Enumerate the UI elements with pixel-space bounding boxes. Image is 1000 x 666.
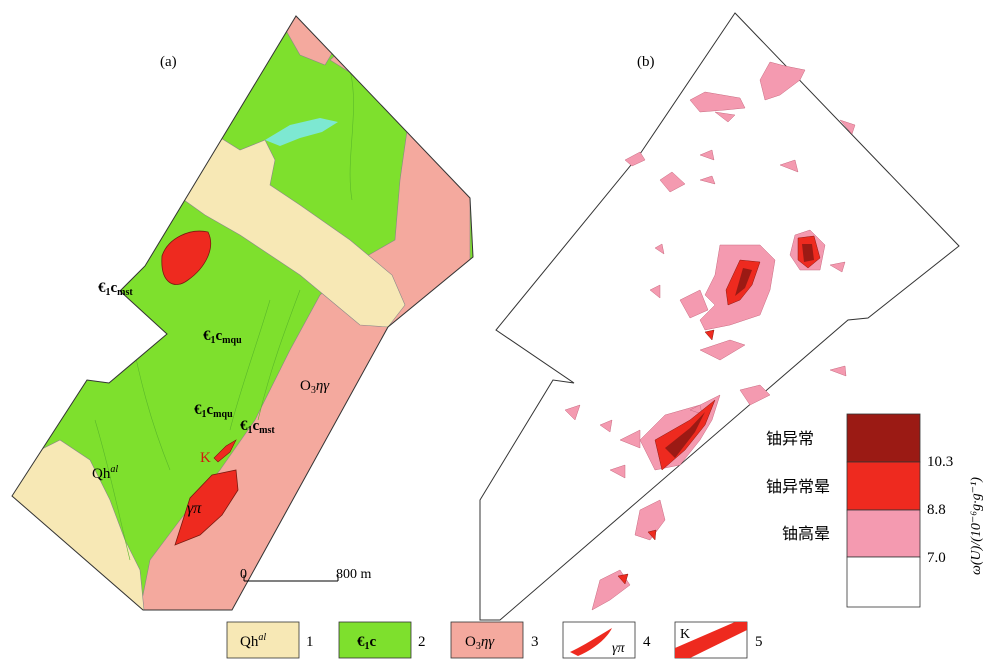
- threshold-8-8: 8.8: [927, 502, 946, 518]
- legend-num-5: 5: [755, 634, 763, 650]
- threshold-10-3: 10.3: [927, 454, 953, 470]
- legend-num-4: 4: [643, 634, 651, 650]
- unit-label-e1c-mst-upper: €1cmst: [98, 280, 133, 298]
- unit-label-e1c-mqu-lower: €1cmqu: [194, 402, 233, 420]
- granite-porphyry-south: [174, 469, 239, 546]
- unit-label-qh: Qhal: [92, 464, 118, 482]
- scale-end: 800 m: [336, 567, 372, 582]
- scale-class-label-anomaly: 铀异常: [766, 429, 814, 448]
- legend-symbol-1: Qhal: [240, 632, 266, 650]
- legend-num-2: 2: [418, 634, 426, 650]
- scale-axis-label: ω(U)/(10⁻⁶g·g⁻¹): [969, 477, 984, 575]
- threshold-7-0: 7.0: [927, 550, 946, 566]
- legend-swatch-2: [338, 621, 412, 659]
- legend-vein-shape-4: [570, 628, 612, 656]
- uranium-anomaly-core: [665, 244, 814, 458]
- legend-swatch-1: [226, 621, 300, 659]
- scale-class-background: [846, 556, 921, 608]
- legend-num-3: 3: [531, 634, 539, 650]
- uranium-scale-legend: 铀异常 铀异常晕 铀高晕 10.3 8.8 7.0 ω(U)/(10⁻⁶g·g⁻…: [766, 413, 984, 608]
- scale-class-label-high-halo: 铀高晕: [782, 524, 830, 543]
- panel-a-label: (a): [160, 54, 177, 70]
- legend-symbol-4: γπ: [612, 641, 626, 656]
- k-vein: [213, 439, 237, 463]
- panel-b-label: (b): [637, 54, 655, 70]
- unit-label-e1c-mqu-upper: €1cmqu: [203, 328, 242, 346]
- scale-class-anomaly-halo: [846, 461, 921, 511]
- legend-symbol-2: €1c: [357, 634, 377, 652]
- scale-class-label-anomaly-halo: 铀异常晕: [766, 477, 830, 496]
- legend-symbol-5: K: [680, 627, 690, 642]
- unit-label-e1c-mst-lower: €1cmst: [240, 418, 275, 436]
- legend-symbol-3: O3ηγ: [465, 634, 495, 652]
- unit-label-k: K: [200, 450, 211, 466]
- quaternary-band: [149, 124, 406, 328]
- unit-label-o3: O3ηγ: [300, 378, 330, 396]
- granite-porphyry-north: [161, 230, 212, 285]
- legend-band-shape-5: [675, 622, 747, 658]
- bottom-legend: Qhal 1 €1c 2 O3ηγ 3 γπ 4 K 5: [226, 621, 763, 659]
- map-a-boundary: [11, 15, 474, 611]
- scale-bar: 0 800 m: [240, 567, 372, 582]
- legend-num-1: 1: [306, 634, 314, 650]
- scale-class-anomaly: [846, 413, 921, 463]
- water-body: [265, 118, 338, 146]
- scale-class-high-halo: [846, 509, 921, 558]
- legend-swatch-3: [450, 621, 524, 659]
- unit-label-gamma-pi: γπ: [187, 500, 202, 517]
- geologic-map-a: (a) €1cmst €1cmqu €1cmqu €1cmst O3ηγ Qha…: [11, 15, 474, 611]
- uranium-anomaly-map-b: (b): [479, 12, 984, 621]
- scale-start: 0: [240, 567, 247, 582]
